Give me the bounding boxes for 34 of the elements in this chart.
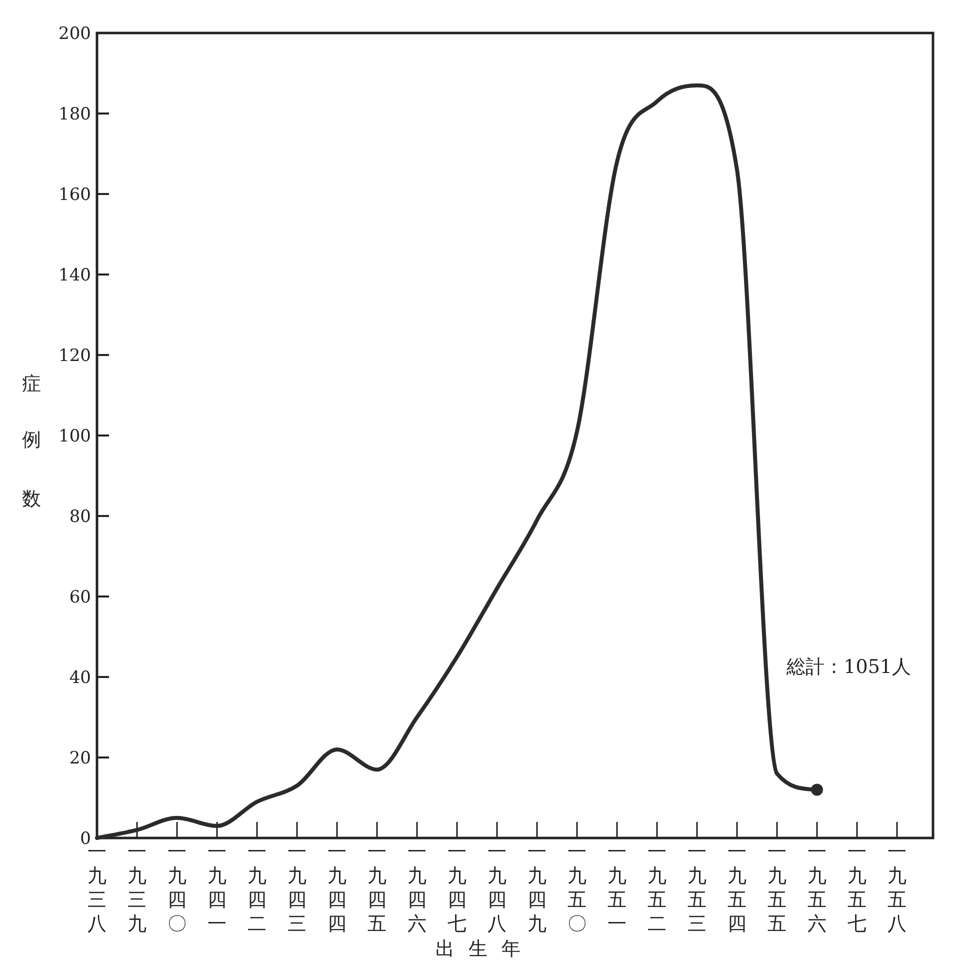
x-axis-title: 出生年 [436,938,534,960]
y-tick-label: 0 [80,829,91,849]
y-tick-label: 40 [69,668,91,688]
x-tick-label: 一九五二 [648,841,666,935]
y-axis-title: 症例数 [21,358,43,532]
x-tick-label: 一九三九 [128,841,146,935]
x-tick-label: 一九四九 [528,841,546,935]
x-tick-label: 一九四三 [288,841,306,935]
annotation: 総計：1051人 [786,656,911,678]
y-tick-label: 200 [58,24,91,44]
x-tick-label: 一九四六 [408,841,426,935]
x-tick-label: 一九四五 [368,841,386,935]
y-tick-label: 140 [58,266,91,286]
y-tick-label: 20 [69,748,91,768]
x-tick-label: 一九四四 [328,841,346,935]
x-tick-label: 一九五〇 [568,841,586,935]
y-tick-label: 120 [58,346,91,366]
x-tick-label: 一九五三 [688,841,706,935]
y-tick-label: 160 [58,185,91,205]
x-tick-label: 一九四〇 [168,841,186,935]
y-tick-label: 60 [69,588,91,608]
x-tick-label: 一九五一 [608,841,626,935]
x-tick-label: 一九四八 [488,841,506,935]
x-tick-label: 一九四一 [208,841,226,935]
y-tick-label: 100 [58,426,91,446]
x-tick-label: 一九五七 [848,841,866,935]
x-tick-label: 一九四二 [248,841,266,935]
y-tick-label: 180 [58,104,91,124]
x-tick-label: 一九五八 [888,841,906,935]
x-tick-label: 一九五六 [808,841,826,935]
x-tick-label: 一九五五 [768,841,786,935]
y-tick-label: 80 [69,507,91,527]
x-tick-label: 一九五四 [728,841,746,935]
x-tick-label: 一九四七 [448,841,466,935]
